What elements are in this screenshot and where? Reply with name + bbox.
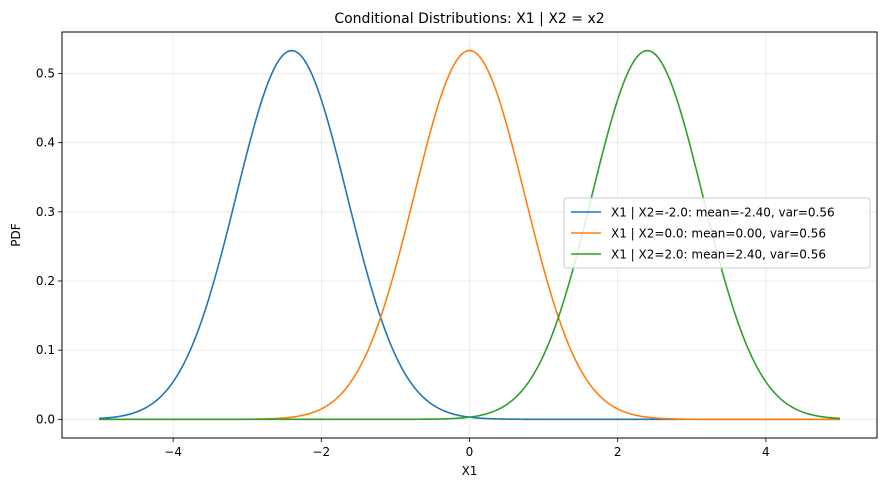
legend-box (563, 197, 871, 269)
chart-title: Conditional Distributions: X1 | X2 = x2 (334, 11, 604, 27)
x-tick-label: −4 (164, 445, 182, 459)
y-tick-label: 0.1 (36, 343, 55, 357)
x-tick-label: 4 (762, 445, 770, 459)
axis-ticks: −4 −2 0 2 4 0.0 0.1 0.2 0.3 0.4 0.5 (36, 66, 770, 459)
y-axis-label: PDF (9, 223, 23, 246)
x-axis-label: X1 (462, 464, 478, 478)
x-tick-label: 0 (466, 445, 474, 459)
y-tick-label: 0.2 (36, 274, 55, 288)
legend-label-series-2: X1 | X2=0.0: mean=0.00, var=0.56 (611, 227, 826, 241)
legend-label-series-3: X1 | X2=2.0: mean=2.40, var=0.56 (611, 248, 826, 262)
legend-label-series-1: X1 | X2=-2.0: mean=-2.40, var=0.56 (611, 206, 835, 220)
y-tick-label: 0.4 (36, 136, 55, 150)
x-tick-label: −2 (312, 445, 330, 459)
x-tick-label: 2 (614, 445, 622, 459)
legend: X1 | X2=-2.0: mean=-2.40, var=0.56 X1 | … (563, 197, 871, 269)
y-tick-label: 0.0 (36, 412, 55, 426)
y-tick-label: 0.5 (36, 66, 55, 80)
grid (62, 32, 877, 438)
y-tick-label: 0.3 (36, 205, 55, 219)
